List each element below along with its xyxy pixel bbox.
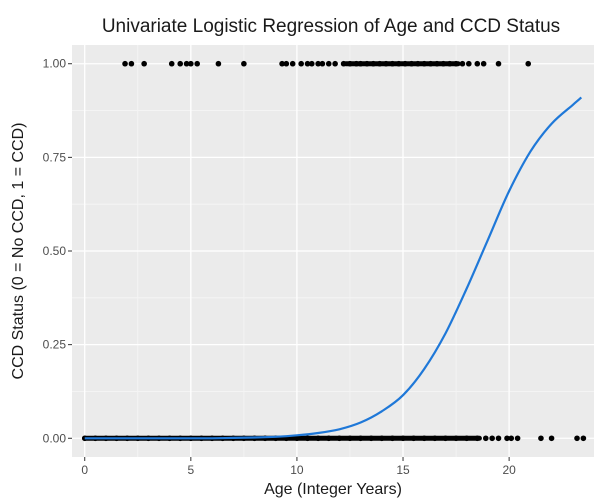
data-point-ccd [421,60,428,67]
logistic-curve [84,96,583,440]
data-point-ccd [325,60,332,67]
x-axis-ticks: 0 5 10 15 20 [81,457,516,477]
data-point-ccd [315,60,321,67]
data-point-no-ccd [336,435,343,442]
data-point-ccd [395,60,402,67]
x-axis-title: Age (Integer Years) [264,481,402,498]
data-point-no-ccd [548,435,555,442]
y-tick-label: 0.50 [43,244,67,258]
data-point-no-ccd [432,435,438,442]
data-point-no-ccd [463,435,470,442]
data-point-ccd [434,60,440,67]
x-tick-label: 5 [187,463,194,477]
y-tick-label: 1.00 [43,57,67,71]
data-point-ccd [347,60,353,67]
data-point-ccd [194,60,200,67]
data-point-ccd [370,60,377,67]
data-point-no-ccd [357,435,364,442]
data-point-ccd [474,60,481,67]
data-point-no-ccd [508,435,515,442]
data-point-no-ccd [574,435,580,442]
data-point-ccd [304,60,311,67]
data-point-ccd [364,60,370,67]
data-point-no-ccd [442,435,449,442]
data-point-no-ccd [294,435,300,442]
data-point-no-ccd [474,435,481,442]
data-point-ccd [279,60,285,67]
data-point-ccd [283,60,290,67]
data-point-ccd [141,60,147,67]
data-point-ccd [183,60,190,67]
data-point-ccd [122,60,128,67]
y-tick-label: 0.00 [43,431,67,445]
data-point-no-ccd [325,435,332,442]
data-point-ccd [319,60,326,67]
data-point-no-ccd [400,435,406,442]
data-point-ccd [495,60,502,67]
data-point-no-ccd [368,435,374,442]
data-point-ccd [177,60,184,67]
data-point-no-ccd [482,435,489,442]
data-point-no-ccd [315,435,321,442]
data-point-ccd [332,60,338,67]
data-point-no-ccd [389,435,396,442]
data-point-no-ccd [347,435,353,442]
y-tick-label: 0.75 [43,150,67,164]
data-point-ccd [389,60,396,67]
data-point-ccd [402,60,408,67]
data-point-no-ccd [514,435,521,442]
data-point-ccd [353,60,360,67]
data-point-ccd [188,60,194,67]
x-tick-label: 15 [396,463,410,477]
data-point-no-ccd [495,435,502,442]
data-point-ccd [376,60,383,67]
data-point-ccd [168,60,175,67]
x-tick-label: 10 [290,463,304,477]
data-point-no-ccd [379,435,385,442]
data-point-ccd [427,60,434,67]
data-point-ccd [298,60,304,67]
data-point-ccd [289,60,296,67]
data-point-ccd [440,60,447,67]
y-axis-title: CCD Status (0 = No CCD, 1 = CCD) [10,123,27,380]
data-point-ccd [446,60,453,67]
data-point-ccd [308,60,315,67]
x-tick-label: 20 [502,463,516,477]
data-point-ccd [480,60,487,67]
data-point-no-ccd [538,435,544,442]
data-point-ccd [215,60,222,67]
data-point-ccd [415,60,421,67]
data-point-ccd [241,60,247,67]
data-point-ccd [383,60,389,67]
chart-title: Univariate Logistic Regression of Age an… [102,16,560,37]
x-tick-label: 0 [81,463,88,477]
y-axis-ticks: 0.00 0.25 0.50 0.75 1.00 [43,57,72,445]
data-point-no-ccd [421,435,428,442]
data-point-ccd [453,60,459,67]
data-point-no-ccd [580,435,587,442]
data-point-no-ccd [304,435,311,442]
data-point-ccd [459,60,466,67]
data-point-ccd [357,60,364,67]
data-point-ccd [525,60,532,67]
data-point-ccd [466,60,472,67]
y-tick-label: 0.25 [43,338,67,352]
data-point-no-ccd [504,435,510,442]
data-point-no-ccd [453,435,459,442]
data-point-ccd [128,60,135,67]
data-point-ccd [408,60,415,67]
data-point-no-ccd [410,435,417,442]
data-point-ccd [340,60,347,67]
data-point-no-ccd [489,435,495,442]
